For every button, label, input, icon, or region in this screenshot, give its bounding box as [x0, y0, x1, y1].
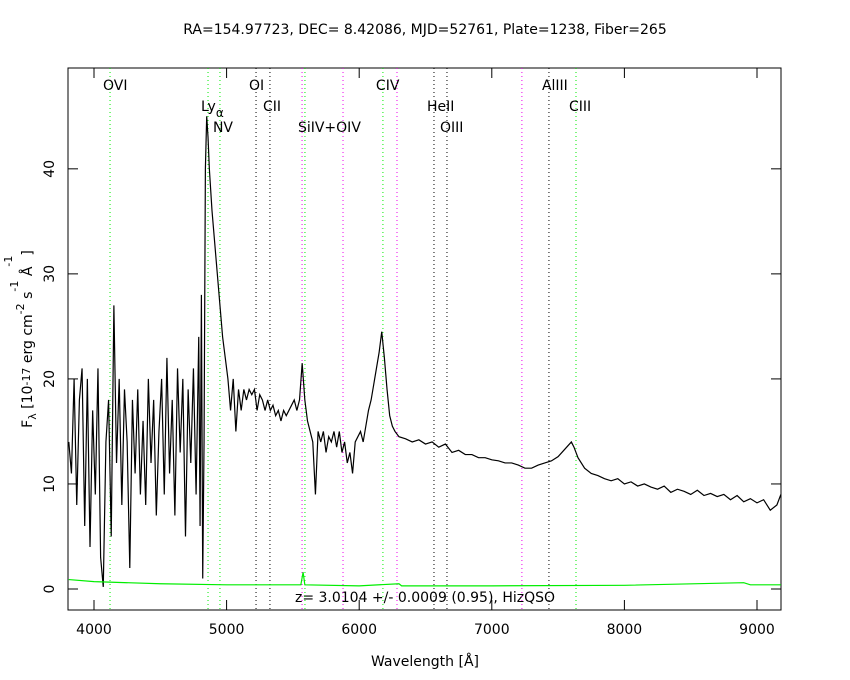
y-tick-label: 10: [42, 475, 58, 493]
line-label: OIII: [440, 120, 463, 136]
line-label: OI: [249, 78, 264, 94]
x-tick-label: 7000: [474, 622, 510, 638]
spectrum-line: [68, 116, 781, 587]
x-tick-label: 6000: [341, 622, 377, 638]
line-label-text: AlIII: [542, 78, 568, 94]
line-label-text: SiIV+OIV: [298, 120, 361, 136]
line-label-text: CIV: [376, 78, 400, 94]
y-tick-label: 0: [42, 585, 58, 594]
y-label-part: Å: [19, 266, 36, 280]
annotation: z= 3.0104 +/- 0.0009 (0.95), HizQSO: [295, 590, 555, 606]
line-label-text: OI: [249, 78, 264, 94]
y-label-part: -1: [2, 256, 15, 267]
x-tick-label: 4000: [76, 622, 112, 638]
x-axis-label: Wavelength [Å]: [371, 653, 479, 670]
line-label-text: OIII: [440, 120, 463, 136]
line-label: HeII: [427, 99, 454, 115]
line-label-text: NV: [213, 120, 233, 136]
y-tick-label: 40: [42, 160, 58, 178]
line-label: NV: [213, 120, 233, 136]
y-label-part: F: [20, 420, 36, 428]
x-tick-label: 8000: [607, 622, 643, 638]
line-label: CII: [263, 99, 281, 115]
line-label-text: CII: [263, 99, 281, 115]
line-label: OVI: [103, 78, 127, 94]
spectrum-line: [68, 572, 781, 587]
y-label-part: -2: [14, 303, 27, 314]
plot-frame: [67, 67, 782, 611]
line-label: CIV: [376, 78, 400, 94]
y-label-part: erg cm: [20, 314, 36, 367]
y-label-part: s: [20, 292, 36, 304]
y-label-part: ]: [20, 250, 36, 255]
x-tick-label: 9000: [739, 622, 775, 638]
y-label-part: λ: [26, 413, 39, 420]
y-label-part: -1: [8, 281, 21, 292]
y-label-part: -17: [20, 368, 33, 386]
y-label-part: [10: [20, 386, 36, 414]
y-axis-label: Fλ [10-17 erg cm-2 s-1 Å-1]: [2, 250, 39, 428]
line-label-text: HeII: [427, 99, 454, 115]
line-label: SiIV+OIV: [298, 120, 361, 136]
line-label: AlIII: [542, 78, 568, 94]
y-tick-label: 30: [42, 265, 58, 283]
line-label-text: OVI: [103, 78, 127, 94]
line-label-text: Ly: [201, 99, 216, 115]
y-tick-label: 20: [42, 370, 58, 388]
line-label-text: CIII: [569, 99, 591, 115]
line-label: CIII: [569, 99, 591, 115]
chart-title: RA=154.97723, DEC= 8.42086, MJD=52761, P…: [183, 22, 667, 38]
x-tick-label: 5000: [209, 622, 245, 638]
